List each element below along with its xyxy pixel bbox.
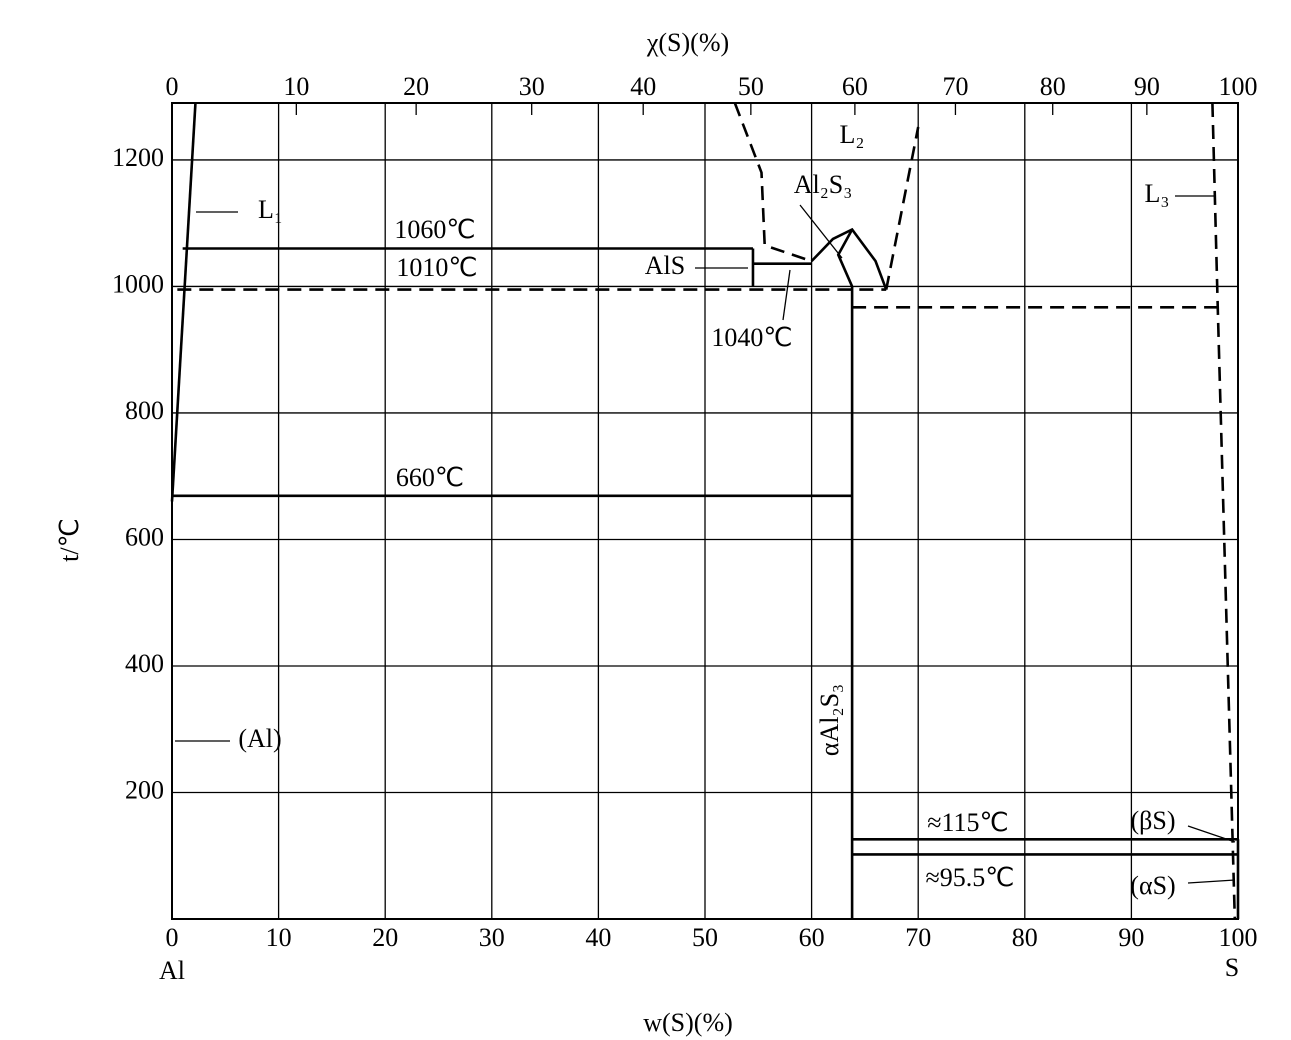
- x-tick-label: 40: [585, 923, 611, 952]
- x-tick-label: 90: [1118, 923, 1144, 952]
- annotation: S: [1225, 953, 1239, 982]
- x2-tick-label: 70: [942, 72, 968, 101]
- annotation: L₁: [258, 195, 283, 224]
- phase-boundary: [836, 228, 854, 287]
- x2-tick-label: 10: [283, 72, 309, 101]
- phase-boundary: [1211, 102, 1237, 920]
- leader-line: [1187, 879, 1236, 884]
- x2-tick-label: 100: [1219, 72, 1258, 101]
- phase-boundary: [170, 102, 197, 502]
- annotation: ≈95.5℃: [926, 863, 1015, 892]
- x2-tick-label: 90: [1134, 72, 1160, 101]
- x2-tick-label: 0: [166, 72, 179, 101]
- annotation: (Al): [238, 724, 281, 753]
- annotation: Al₂S₃: [794, 170, 853, 199]
- annotation: L₂: [840, 120, 865, 149]
- annotation: 660℃: [396, 463, 464, 492]
- x2-tick-label: 20: [403, 72, 429, 101]
- x2-tick-label: 50: [738, 72, 764, 101]
- x-tick-label: 0: [166, 923, 179, 952]
- x-tick-label: 60: [799, 923, 825, 952]
- annotation: Al: [159, 956, 185, 985]
- x-tick-label: 100: [1219, 923, 1258, 952]
- y-tick-label: 600: [125, 522, 164, 551]
- x2-tick-label: 60: [842, 72, 868, 101]
- leader-line: [799, 204, 843, 259]
- y-tick-label: 400: [125, 649, 164, 678]
- annotation: AlS: [645, 251, 685, 280]
- y-tick-label: 800: [125, 396, 164, 425]
- y-tick-label: 200: [125, 775, 164, 804]
- leader-line: [1187, 825, 1236, 843]
- x-tick-label: 20: [372, 923, 398, 952]
- annotation: 1060℃: [394, 215, 475, 244]
- annotation: 1010℃: [396, 253, 477, 282]
- annotation: 1040℃: [711, 323, 792, 352]
- x-tick-label: 70: [905, 923, 931, 952]
- y-tick-label: 1000: [112, 269, 164, 298]
- annotation: L₃: [1145, 179, 1170, 208]
- x-tick-label: 30: [479, 923, 505, 952]
- x-tick-label: 50: [692, 923, 718, 952]
- annotation: (βS): [1130, 806, 1175, 835]
- x2-tick-label: 80: [1040, 72, 1066, 101]
- y-axis-title: t/℃: [55, 518, 84, 562]
- x-axis-title: w(S)(%): [643, 1008, 733, 1037]
- x-tick-label: 80: [1012, 923, 1038, 952]
- annotation: (αS): [1130, 871, 1175, 900]
- top-axis-title: χ(S)(%): [646, 28, 729, 57]
- annotation: αAl₂S₃: [815, 684, 844, 756]
- x-tick-label: 10: [266, 923, 292, 952]
- x2-tick-label: 30: [519, 72, 545, 101]
- annotation: ≈115℃: [927, 808, 1009, 837]
- phase-boundary: [733, 102, 813, 263]
- phase-boundary: [884, 126, 920, 290]
- x2-tick-label: 40: [630, 72, 656, 101]
- leader-line: [782, 269, 791, 321]
- y-tick-label: 1200: [112, 143, 164, 172]
